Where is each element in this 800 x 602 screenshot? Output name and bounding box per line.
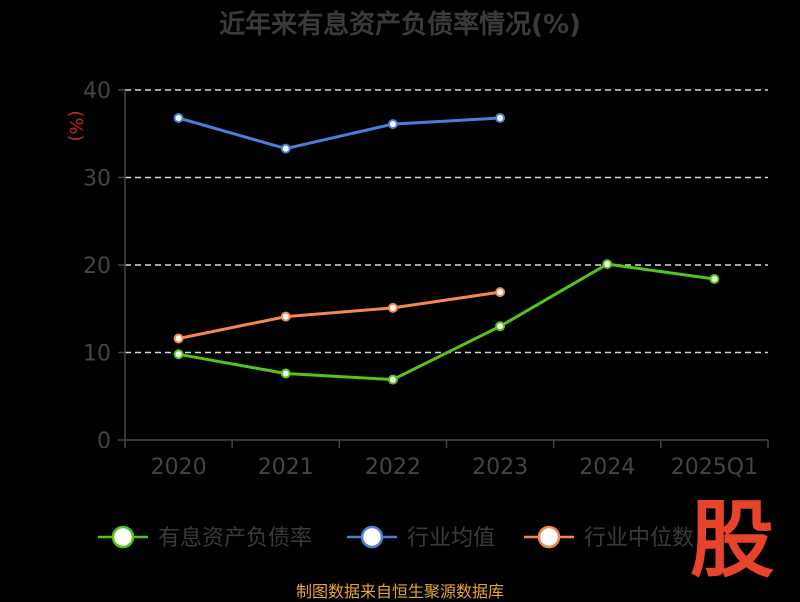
axes: 0 10 20 30 40 2020 2021 2022 2023 2024 2025Q1 bbox=[83, 79, 769, 480]
legend-label: 行业均值 bbox=[407, 526, 495, 551]
legend-marker bbox=[537, 525, 561, 549]
series-line bbox=[178, 290, 501, 340]
chart-title: 近年来有息资产负债率情况(%) bbox=[219, 10, 581, 40]
series-line bbox=[178, 262, 715, 382]
data-point bbox=[495, 113, 506, 123]
y-tick-label: 30 bbox=[83, 167, 111, 192]
legend-marker bbox=[111, 525, 135, 549]
x-tick-label: 2024 bbox=[579, 455, 635, 480]
y-tick-label: 40 bbox=[83, 79, 111, 104]
data-point bbox=[280, 368, 291, 379]
data-point bbox=[280, 311, 291, 322]
legend: 有息资产负债率 行业均值 行业中位数 bbox=[98, 525, 694, 551]
y-tick-label: 0 bbox=[97, 429, 111, 454]
data-point bbox=[387, 302, 398, 313]
legend-label: 行业中位数 bbox=[584, 526, 694, 551]
data-point bbox=[280, 143, 291, 154]
data-point bbox=[602, 259, 613, 270]
x-tick-label: 2023 bbox=[472, 455, 528, 480]
x-tick-label: 2021 bbox=[258, 455, 314, 480]
data-point bbox=[173, 333, 184, 344]
data-point bbox=[173, 349, 184, 360]
data-point bbox=[495, 287, 506, 298]
source-footer: 制图数据来自恒生聚源数据库 bbox=[295, 582, 504, 601]
data-point bbox=[387, 374, 398, 385]
data-point bbox=[709, 274, 720, 284]
logo-stamp: 股 bbox=[690, 491, 775, 589]
x-tick-label: 2025Q1 bbox=[671, 455, 758, 480]
data-point bbox=[387, 119, 398, 130]
y-tick-label: 10 bbox=[83, 342, 111, 367]
series-lines bbox=[173, 113, 720, 385]
data-point bbox=[173, 113, 184, 123]
data-point bbox=[495, 321, 506, 332]
y-axis-label: (%) bbox=[65, 110, 86, 141]
legend-marker bbox=[360, 525, 384, 549]
x-tick-label: 2020 bbox=[151, 455, 207, 480]
y-tick-label: 20 bbox=[83, 254, 111, 279]
series-line bbox=[178, 116, 501, 151]
legend-label: 有息资产负债率 bbox=[158, 526, 312, 551]
x-tick-label: 2022 bbox=[365, 455, 421, 480]
